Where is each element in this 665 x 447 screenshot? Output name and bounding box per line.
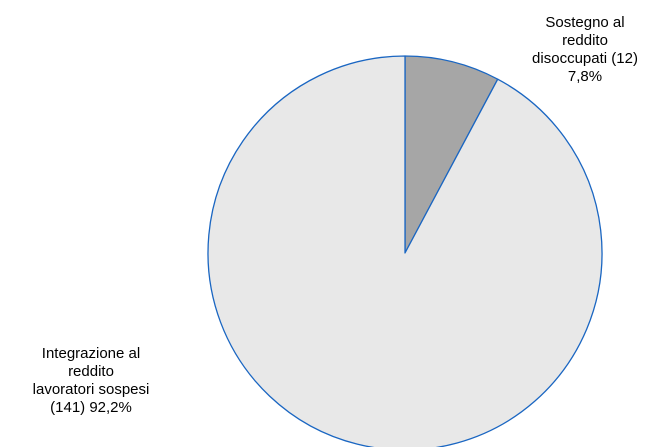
pie-slice-label-line: lavoratori sospesi xyxy=(33,381,150,398)
pie-slice-label-line: Sostegno al xyxy=(545,14,624,31)
pie-slice-label-2: Integrazione al reddito lavoratori sospesi… xyxy=(33,345,150,416)
pie-slice-label-line: Integrazione al xyxy=(42,345,140,362)
pie-slice-label-line: (141) 92,2% xyxy=(50,399,132,416)
pie-slice-label-1: Sostegno al reddito disoccupati (12) 7,8% xyxy=(532,14,638,85)
pie-slice-2 xyxy=(207,55,603,447)
pie-slice-label-line: disoccupati (12) xyxy=(532,50,638,67)
pie-slices xyxy=(207,55,603,447)
pie-slice-label-line: reddito xyxy=(562,32,608,49)
pie-slice-label-line: 7,8% xyxy=(568,68,602,85)
pie-slice-label-line: reddito xyxy=(68,363,114,380)
pie-slice-1 xyxy=(404,55,499,254)
pie-labels: Sostegno al reddito disoccupati (12) 7,8%In… xyxy=(33,14,638,416)
